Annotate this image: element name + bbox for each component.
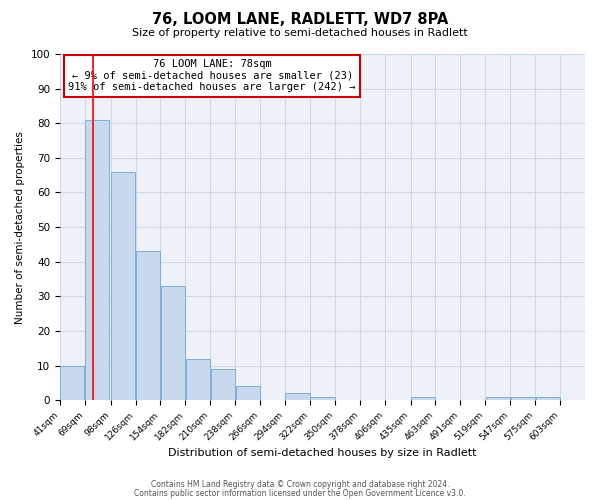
Bar (485, 396, 510, 400)
Bar (111, 172, 135, 400)
Bar (536, 396, 560, 400)
Bar (286, 393, 310, 400)
Bar (60, 366, 85, 400)
Text: Contains HM Land Registry data © Crown copyright and database right 2024.: Contains HM Land Registry data © Crown c… (151, 480, 449, 489)
Bar (136, 252, 160, 400)
Bar (211, 369, 235, 400)
Text: 76 LOOM LANE: 78sqm
← 9% of semi-detached houses are smaller (23)
91% of semi-de: 76 LOOM LANE: 78sqm ← 9% of semi-detache… (68, 59, 356, 92)
Text: Size of property relative to semi-detached houses in Radlett: Size of property relative to semi-detach… (132, 28, 468, 38)
Bar (310, 396, 335, 400)
Bar (85, 120, 109, 400)
X-axis label: Distribution of semi-detached houses by size in Radlett: Distribution of semi-detached houses by … (168, 448, 477, 458)
Bar (161, 286, 185, 400)
Bar (186, 358, 210, 400)
Y-axis label: Number of semi-detached properties: Number of semi-detached properties (15, 130, 25, 324)
Text: Contains public sector information licensed under the Open Government Licence v3: Contains public sector information licen… (134, 488, 466, 498)
Bar (236, 386, 260, 400)
Bar (511, 396, 535, 400)
Text: 76, LOOM LANE, RADLETT, WD7 8PA: 76, LOOM LANE, RADLETT, WD7 8PA (152, 12, 448, 28)
Bar (411, 396, 435, 400)
